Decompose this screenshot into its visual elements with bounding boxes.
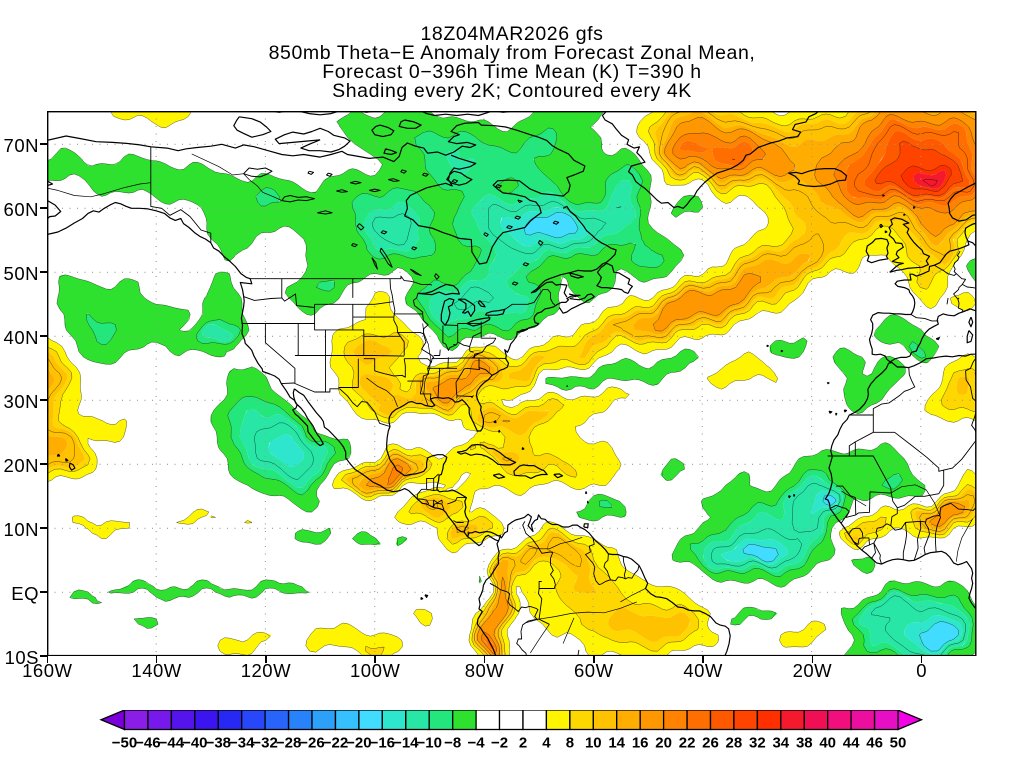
svg-text:4: 4	[542, 735, 551, 752]
svg-text:8: 8	[566, 735, 574, 752]
svg-text:44: 44	[843, 735, 860, 752]
svg-text:−34: −34	[229, 735, 255, 752]
svg-text:40: 40	[819, 735, 836, 752]
svg-text:−16: −16	[370, 735, 395, 752]
svg-text:−4: −4	[468, 735, 486, 752]
svg-text:−46: −46	[135, 735, 160, 752]
svg-text:22: 22	[679, 735, 696, 752]
svg-text:50: 50	[890, 735, 907, 752]
svg-text:26: 26	[702, 735, 719, 752]
svg-text:−14: −14	[393, 735, 419, 752]
svg-text:−50: −50	[112, 735, 137, 752]
svg-text:20: 20	[655, 735, 672, 752]
svg-text:38: 38	[796, 735, 813, 752]
svg-text:28: 28	[726, 735, 743, 752]
svg-text:34: 34	[772, 735, 789, 752]
svg-text:−44: −44	[159, 735, 185, 752]
svg-text:−20: −20	[346, 735, 371, 752]
svg-text:−26: −26	[299, 735, 324, 752]
svg-text:−40: −40	[182, 735, 207, 752]
svg-text:16: 16	[632, 735, 649, 752]
svg-text:2: 2	[519, 735, 527, 752]
svg-text:−2: −2	[491, 735, 508, 752]
svg-text:−28: −28	[276, 735, 301, 752]
svg-text:−32: −32	[252, 735, 277, 752]
svg-text:−22: −22	[323, 735, 348, 752]
svg-text:−10: −10	[416, 735, 441, 752]
svg-text:−38: −38	[206, 735, 231, 752]
svg-text:−8: −8	[444, 735, 461, 752]
svg-text:10: 10	[585, 735, 602, 752]
svg-text:14: 14	[608, 735, 625, 752]
svg-text:46: 46	[866, 735, 883, 752]
svg-text:32: 32	[749, 735, 766, 752]
